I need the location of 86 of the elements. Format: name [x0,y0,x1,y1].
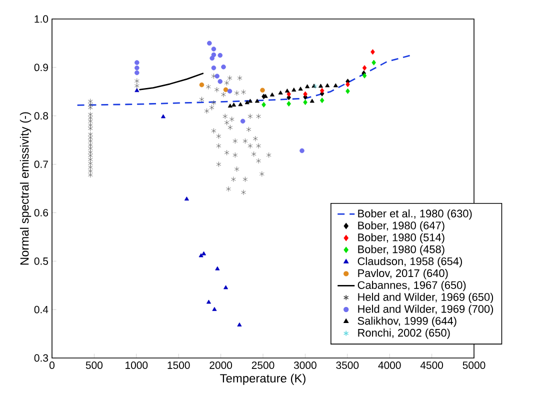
legend-label: Held and Wilder, 1969 (650) [358,292,494,304]
point [362,65,367,71]
point [210,56,214,61]
y-tick-label: 0.7 [34,160,48,168]
legend-label: Bober et al., 1980 (630) [358,209,472,220]
point [325,83,330,88]
y-tick-label: 0.5 [34,257,48,265]
point [215,266,220,270]
x-tick-label: 2000 [210,362,232,369]
point [221,64,226,70]
x-tick-label: 4000 [378,362,401,369]
point [298,86,303,91]
point [134,60,140,65]
legend-label: Bober, 1980 (458) [358,245,444,256]
point [270,92,274,96]
point [134,70,140,76]
legend-label: Bober, 1980 (514) [358,233,444,244]
point [223,87,228,92]
legend-label: Claudson, 1958 (654) [358,257,462,268]
point [286,91,291,97]
point [218,52,223,58]
y-tick-label: 0.9 [34,64,48,72]
legend-label: Salikhov, 1999 (644) [358,316,456,327]
point [333,83,338,88]
y-tick-label: 0.4 [34,306,48,314]
point [303,100,308,106]
point [232,102,236,107]
point [160,114,166,118]
x-tick-label: 3000 [294,362,316,369]
point [362,72,367,78]
x-tick-label: 3500 [336,362,359,369]
point [346,82,350,88]
point [224,285,228,290]
point [240,118,246,124]
point [320,98,324,104]
x-tick-label: 0 [50,362,54,369]
point [300,148,304,154]
y-axis-title: Normal spectral emissivity (-) [20,112,32,265]
point [201,251,206,256]
legend-label: Bober, 1980 (647) [358,221,444,232]
point [278,90,283,94]
point [227,88,232,94]
point [214,74,220,79]
point [211,66,216,70]
point [211,46,216,52]
point [303,91,308,97]
y-tick-label: 0.3 [34,354,48,362]
point [184,196,189,201]
point [292,88,296,92]
x-tick-label: 500 [86,362,103,369]
point [134,88,140,92]
x-tick-label: 5000 [462,362,486,369]
point [370,49,375,55]
point [254,98,260,103]
point [320,88,324,94]
x-tick-label: 2500 [252,362,274,369]
point [248,98,252,103]
point [207,40,212,46]
legend-label: Cabannes, 1967 (650) [358,280,466,292]
point [237,322,242,326]
point [206,300,212,304]
point [211,52,216,58]
point [310,98,314,103]
x-tick-label: 1500 [168,362,190,369]
point [212,306,217,311]
x-axis-title: Temperature (K) [220,374,306,385]
point [372,60,376,66]
point [134,66,140,70]
y-tick-label: 0.6 [34,209,48,216]
x-tick-label: 1000 [126,362,148,369]
point [346,88,350,94]
point [284,88,290,93]
legend-label: Ronchi, 2002 (650) [358,328,450,339]
point [238,102,243,106]
point [218,79,223,84]
point [199,82,204,88]
legend-label: Pavlov, 2017 (640) [358,269,448,280]
line-series [76,54,412,106]
point [305,84,310,88]
legend-label: Held and Wilder, 1969 (700) [358,304,494,315]
point [318,84,324,88]
y-tick-label: 1.0 [34,15,48,23]
point [260,88,265,93]
y-tick-label: 0.8 [34,112,48,120]
point [228,104,232,108]
x-tick-label: 4500 [420,362,444,369]
